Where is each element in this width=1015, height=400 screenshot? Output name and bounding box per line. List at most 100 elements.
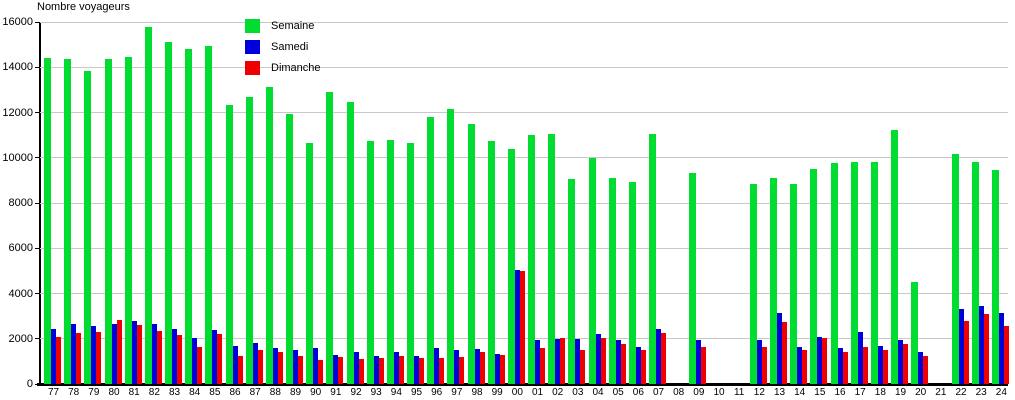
x-axis-label-83: 83 xyxy=(168,387,181,398)
bar-dimanche-06 xyxy=(640,349,646,384)
bar-dimanche-90 xyxy=(318,360,324,384)
bar-semaine-12 xyxy=(749,183,757,384)
bar-semaine-92 xyxy=(346,102,354,384)
x-axis-label-23: 23 xyxy=(975,387,987,398)
bar-dimanche-79 xyxy=(96,332,102,384)
x-axis-baseline xyxy=(37,383,1008,386)
bar-samedi-92 xyxy=(353,352,359,384)
y-tick-4000 xyxy=(35,293,39,294)
legend-label-semaine: Semaine xyxy=(271,20,315,32)
y-axis-label-12000: 12000 xyxy=(2,106,33,119)
bar-semaine-97 xyxy=(447,109,455,384)
bar-semaine-85 xyxy=(205,45,213,384)
bar-dimanche-24 xyxy=(1003,326,1009,384)
y-axis-label-4000: 4000 xyxy=(8,287,33,300)
x-axis-label-98: 98 xyxy=(471,387,483,398)
x-axis-label-97: 97 xyxy=(451,387,463,398)
bar-samedi-96 xyxy=(434,347,440,384)
bar-semaine-04 xyxy=(588,157,596,384)
bar-samedi-09 xyxy=(696,339,702,384)
bar-dimanche-83 xyxy=(177,335,182,384)
x-axis-label-99: 99 xyxy=(491,387,503,398)
bar-dimanche-82 xyxy=(156,330,162,384)
x-axis-label-80: 80 xyxy=(108,387,120,398)
bar-samedi-88 xyxy=(272,347,278,384)
bar-semaine-93 xyxy=(366,140,374,384)
bar-samedi-15 xyxy=(817,336,823,384)
bar-semaine-15 xyxy=(810,169,818,384)
bar-semaine-87 xyxy=(245,96,253,384)
bar-dimanche-80 xyxy=(116,319,122,384)
x-axis-label-02: 02 xyxy=(552,387,564,398)
bar-semaine-98 xyxy=(467,123,475,384)
x-axis-label-07: 07 xyxy=(652,387,665,398)
bar-semaine-06 xyxy=(628,181,636,384)
bar-semaine-14 xyxy=(790,183,798,384)
bar-samedi-18 xyxy=(877,345,883,384)
bar-semaine-01 xyxy=(528,135,535,384)
bar-semaine-84 xyxy=(185,49,193,384)
gridline-14000 xyxy=(40,66,1008,68)
bar-semaine-95 xyxy=(407,143,414,384)
bar-dimanche-88 xyxy=(277,352,283,384)
y-axis-label-0: 0 xyxy=(26,378,33,390)
bar-semaine-94 xyxy=(386,139,394,384)
x-axis-label-88: 88 xyxy=(269,387,281,398)
bar-semaine-23 xyxy=(971,162,979,384)
bar-dimanche-00 xyxy=(519,271,525,384)
bar-semaine-03 xyxy=(568,179,576,384)
x-axis-label-77: 77 xyxy=(47,387,60,398)
bar-semaine-17 xyxy=(850,162,858,384)
bar-dimanche-03 xyxy=(580,350,586,384)
x-axis-label-21: 21 xyxy=(935,387,947,398)
x-axis-label-06: 06 xyxy=(632,387,644,398)
bar-samedi-83 xyxy=(172,328,177,384)
bar-semaine-88 xyxy=(265,86,273,384)
bar-dimanche-86 xyxy=(237,355,243,384)
bar-semaine-18 xyxy=(870,162,878,384)
bar-samedi-00 xyxy=(514,269,520,384)
x-axis-label-13: 13 xyxy=(773,387,786,398)
legend-swatch-samedi xyxy=(245,40,260,54)
bar-dimanche-12 xyxy=(761,346,767,384)
x-axis-label-92: 92 xyxy=(350,387,362,398)
x-axis-label-18: 18 xyxy=(874,387,886,398)
legend-label-dimanche: Dimanche xyxy=(271,62,321,74)
bar-samedi-82 xyxy=(151,324,157,384)
bar-samedi-79 xyxy=(91,326,97,384)
bar-samedi-12 xyxy=(756,339,762,384)
bar-dimanche-99 xyxy=(499,354,505,384)
bar-semaine-83 xyxy=(165,42,172,384)
bar-dimanche-98 xyxy=(479,352,485,384)
y-tick-12000 xyxy=(35,112,39,113)
legend-swatch-dimanche xyxy=(245,61,260,75)
bar-dimanche-13 xyxy=(782,321,787,384)
bar-samedi-91 xyxy=(333,354,339,384)
bar-semaine-02 xyxy=(548,134,556,384)
bar-samedi-05 xyxy=(615,339,621,384)
x-axis-label-82: 82 xyxy=(148,387,160,398)
bar-semaine-22 xyxy=(951,154,959,384)
x-axis-label-91: 91 xyxy=(330,387,342,398)
bar-samedi-07 xyxy=(656,328,661,384)
bar-samedi-97 xyxy=(454,350,460,384)
bar-samedi-23 xyxy=(978,305,984,384)
bar-semaine-99 xyxy=(487,140,495,384)
bar-samedi-89 xyxy=(293,350,298,384)
x-axis-label-85: 85 xyxy=(209,387,221,398)
x-axis-label-10: 10 xyxy=(713,387,725,398)
bar-semaine-19 xyxy=(891,129,898,384)
gridline-6000 xyxy=(40,247,1008,249)
x-axis-label-24: 24 xyxy=(995,387,1007,398)
bar-dimanche-07 xyxy=(661,333,666,384)
y-axis-label-6000: 6000 xyxy=(8,242,33,255)
x-axis-label-04: 04 xyxy=(592,387,604,398)
bar-samedi-20 xyxy=(918,352,924,384)
bar-samedi-86 xyxy=(232,345,238,384)
bar-samedi-03 xyxy=(575,339,581,384)
y-tick-6000 xyxy=(35,247,39,249)
bar-dimanche-81 xyxy=(136,325,142,384)
y-tick-16000 xyxy=(35,21,39,23)
bar-dimanche-05 xyxy=(620,344,626,384)
